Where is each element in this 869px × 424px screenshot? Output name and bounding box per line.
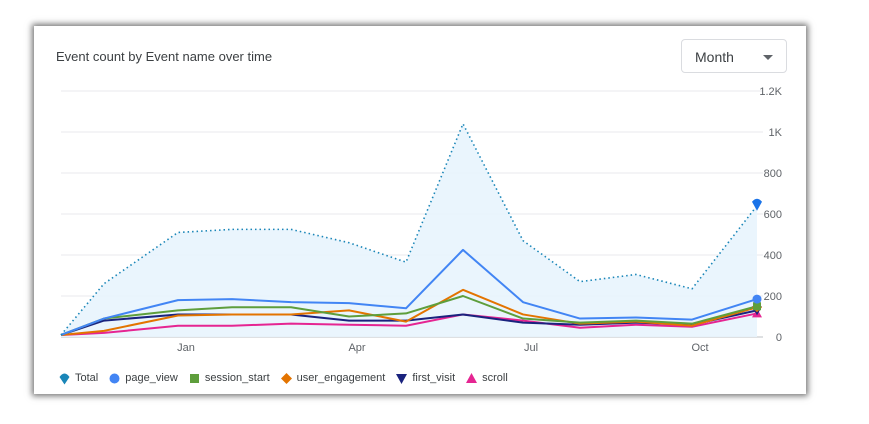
x-tick-label: Jan — [177, 342, 195, 354]
series-line-page_view — [60, 248, 758, 336]
legend-label: user_engagement — [296, 372, 386, 384]
end-marker-session_start — [753, 302, 761, 311]
y-tick-label: 200 — [764, 291, 782, 303]
legend-label: session_start — [204, 372, 270, 384]
series-lines — [60, 123, 758, 336]
y-tick-label: 0 — [776, 332, 782, 344]
x-tick-label: Apr — [348, 342, 365, 354]
x-tick-label: Jul — [524, 342, 538, 354]
legend-item-user_engagement[interactable]: user_engagement — [280, 372, 386, 385]
chart-card: Event count by Event name over time Mont… — [34, 26, 806, 394]
x-tick-label: Oct — [691, 342, 708, 354]
legend-item-scroll[interactable]: scroll — [465, 372, 508, 385]
legend-item-session_start[interactable]: session_start — [188, 372, 270, 385]
series-line-user_engagement — [60, 288, 758, 336]
legend-swatch-triangle-up-icon — [466, 372, 478, 383]
legend-swatch-circle-icon — [109, 373, 120, 383]
period-dropdown[interactable]: Month — [681, 39, 787, 73]
series-line-Total — [60, 123, 758, 336]
legend-label: scroll — [482, 372, 508, 384]
end-marker-Total — [752, 198, 762, 211]
legend-item-page_view[interactable]: page_view — [108, 372, 178, 385]
legend-label: page_view — [125, 372, 178, 384]
period-dropdown-label: Month — [695, 49, 734, 65]
legend-label: Total — [75, 372, 99, 384]
legend-swatch-square-icon — [189, 373, 199, 383]
y-tick-label: 600 — [764, 209, 782, 221]
total-area-fill — [61, 123, 757, 337]
chevron-down-icon — [763, 55, 773, 60]
series-line-scroll — [60, 312, 758, 336]
legend-item-first_visit[interactable]: first_visit — [395, 372, 455, 385]
line-chart: 0 200 400 600 800 1K 1.2K Jan Apr Jul Oct — [60, 86, 783, 354]
end-marker-page_view — [752, 294, 762, 304]
legend-item-Total[interactable]: Total — [58, 372, 98, 385]
series-line-session_start — [60, 295, 758, 336]
y-tick-label: 1K — [769, 127, 783, 139]
legend-swatch-pin-icon — [59, 373, 70, 384]
y-tick-label: 800 — [764, 168, 782, 180]
chart-legend: Total page_view session_start user_engageme… — [58, 370, 518, 386]
legend-label: first_visit — [412, 372, 456, 384]
y-tick-label: 1.2K — [759, 86, 782, 98]
x-axis-ticks: Jan Apr Jul Oct — [177, 342, 708, 354]
legend-swatch-triangle-down-icon — [396, 373, 408, 384]
chart-title: Event count by Event name over time — [56, 49, 273, 64]
y-axis-ticks: 0 200 400 600 800 1K 1.2K — [759, 86, 782, 344]
series-end-markers — [752, 198, 762, 318]
legend-swatch-diamond-icon — [280, 372, 292, 384]
y-tick-label: 400 — [764, 250, 782, 262]
